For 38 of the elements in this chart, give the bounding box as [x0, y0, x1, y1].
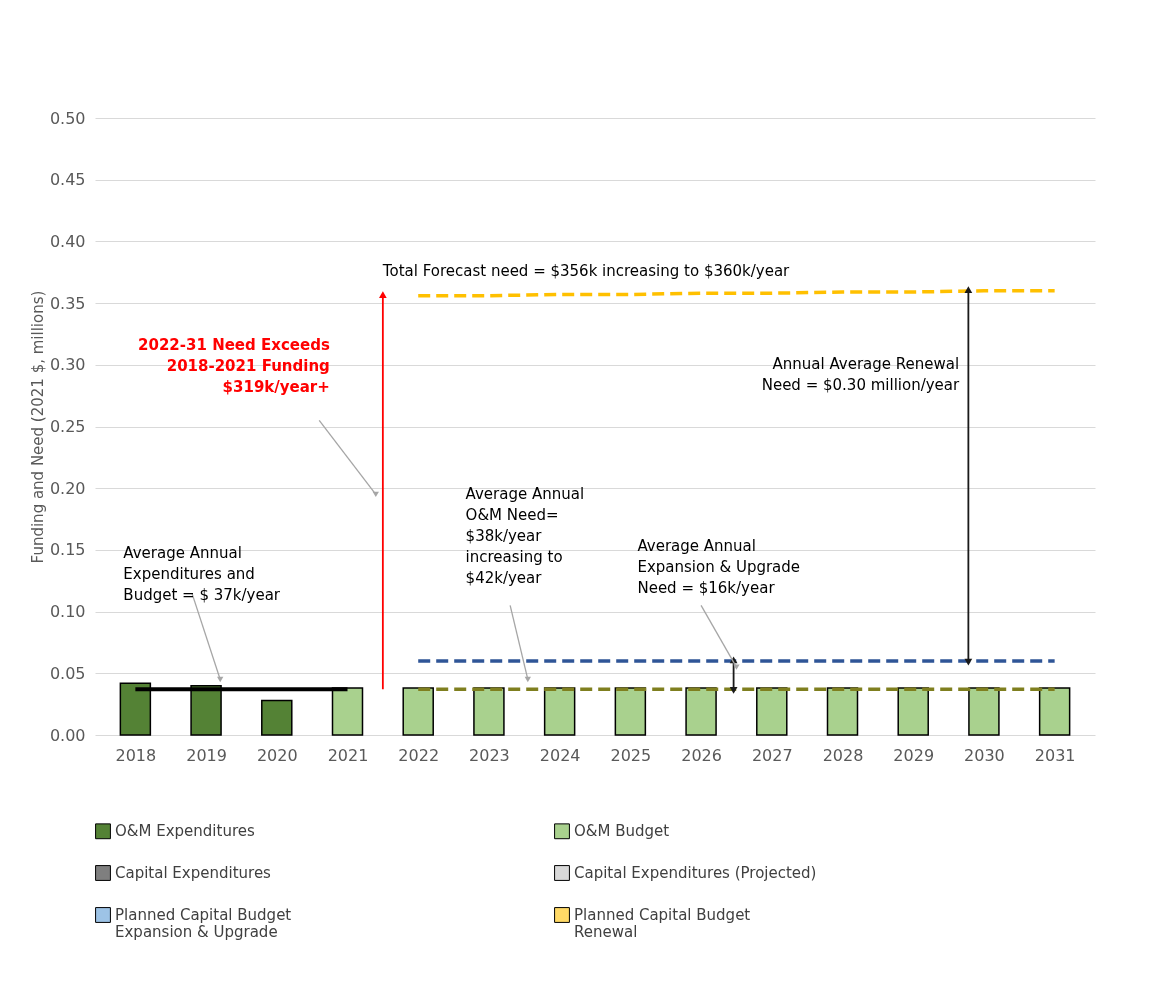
annotation: Annual Average Renewal Need = $0.30 million/year — [761, 355, 961, 395]
x-tick-label: 2029 — [893, 745, 935, 765]
x-tick-label: 2019 — [186, 745, 227, 765]
x-tick-label: 2024 — [539, 745, 581, 765]
legend-label: Planned Capital Budget Renewal — [574, 906, 751, 941]
y-tick-label: 0.30 — [49, 355, 86, 375]
x-tick-label: 2018 — [115, 745, 157, 765]
y-tick-label: 0.50 — [49, 108, 86, 128]
annotation: Average Annual Expansion & Upgrade Need = $16k/year — [637, 536, 801, 597]
y-tick-label: 0.45 — [49, 170, 86, 190]
y-tick-label: 0.35 — [49, 293, 86, 313]
x-tick-label: 2022 — [398, 745, 440, 765]
legend-label: Planned Capital Budget Expansion & Upgrade — [115, 906, 292, 941]
y-tick-label: 0.15 — [49, 540, 86, 560]
x-tick-label: 2027 — [751, 745, 793, 765]
x-tick-label: 2021 — [327, 745, 369, 765]
annotation: Total Forecast need = $356k increasing to $360k/year — [381, 261, 791, 280]
x-tick-label: 2023 — [469, 745, 510, 765]
legend-label: Capital Expenditures — [115, 864, 272, 882]
x-tick-label: 2028 — [822, 745, 864, 765]
y-tick-label: 0.40 — [49, 231, 86, 251]
y-tick-label: 0.05 — [49, 663, 86, 683]
y-tick-label: 0.25 — [49, 417, 86, 436]
y-tick-label: 0.20 — [49, 478, 86, 498]
x-tick-label: 2030 — [964, 745, 1005, 765]
annotation: 2022-31 Need Exceeds 2018-2021 Funding $319k/year+ — [138, 335, 330, 396]
y-axis-title: Funding and Need (2021 $, millions) — [28, 290, 47, 564]
legend-label: O&M Budget — [574, 822, 670, 841]
x-tick-label: 2026 — [681, 745, 722, 765]
y-tick-label: 0.00 — [49, 725, 86, 745]
x-tick-label: 2025 — [610, 745, 652, 765]
y-tick-label: 0.10 — [49, 602, 86, 622]
legend-label: Capital Expenditures (Projected) — [574, 864, 817, 882]
x-tick-label: 2031 — [1034, 745, 1076, 765]
annotation: Average Annual O&M Need= $38k/year increasing to $42k/year — [465, 484, 585, 587]
x-tick-label: 2020 — [256, 745, 298, 765]
annotation: Average Annual Expenditures and Budget = $ 37k/year — [123, 544, 281, 605]
legend-label: O&M Expenditures — [115, 822, 255, 841]
